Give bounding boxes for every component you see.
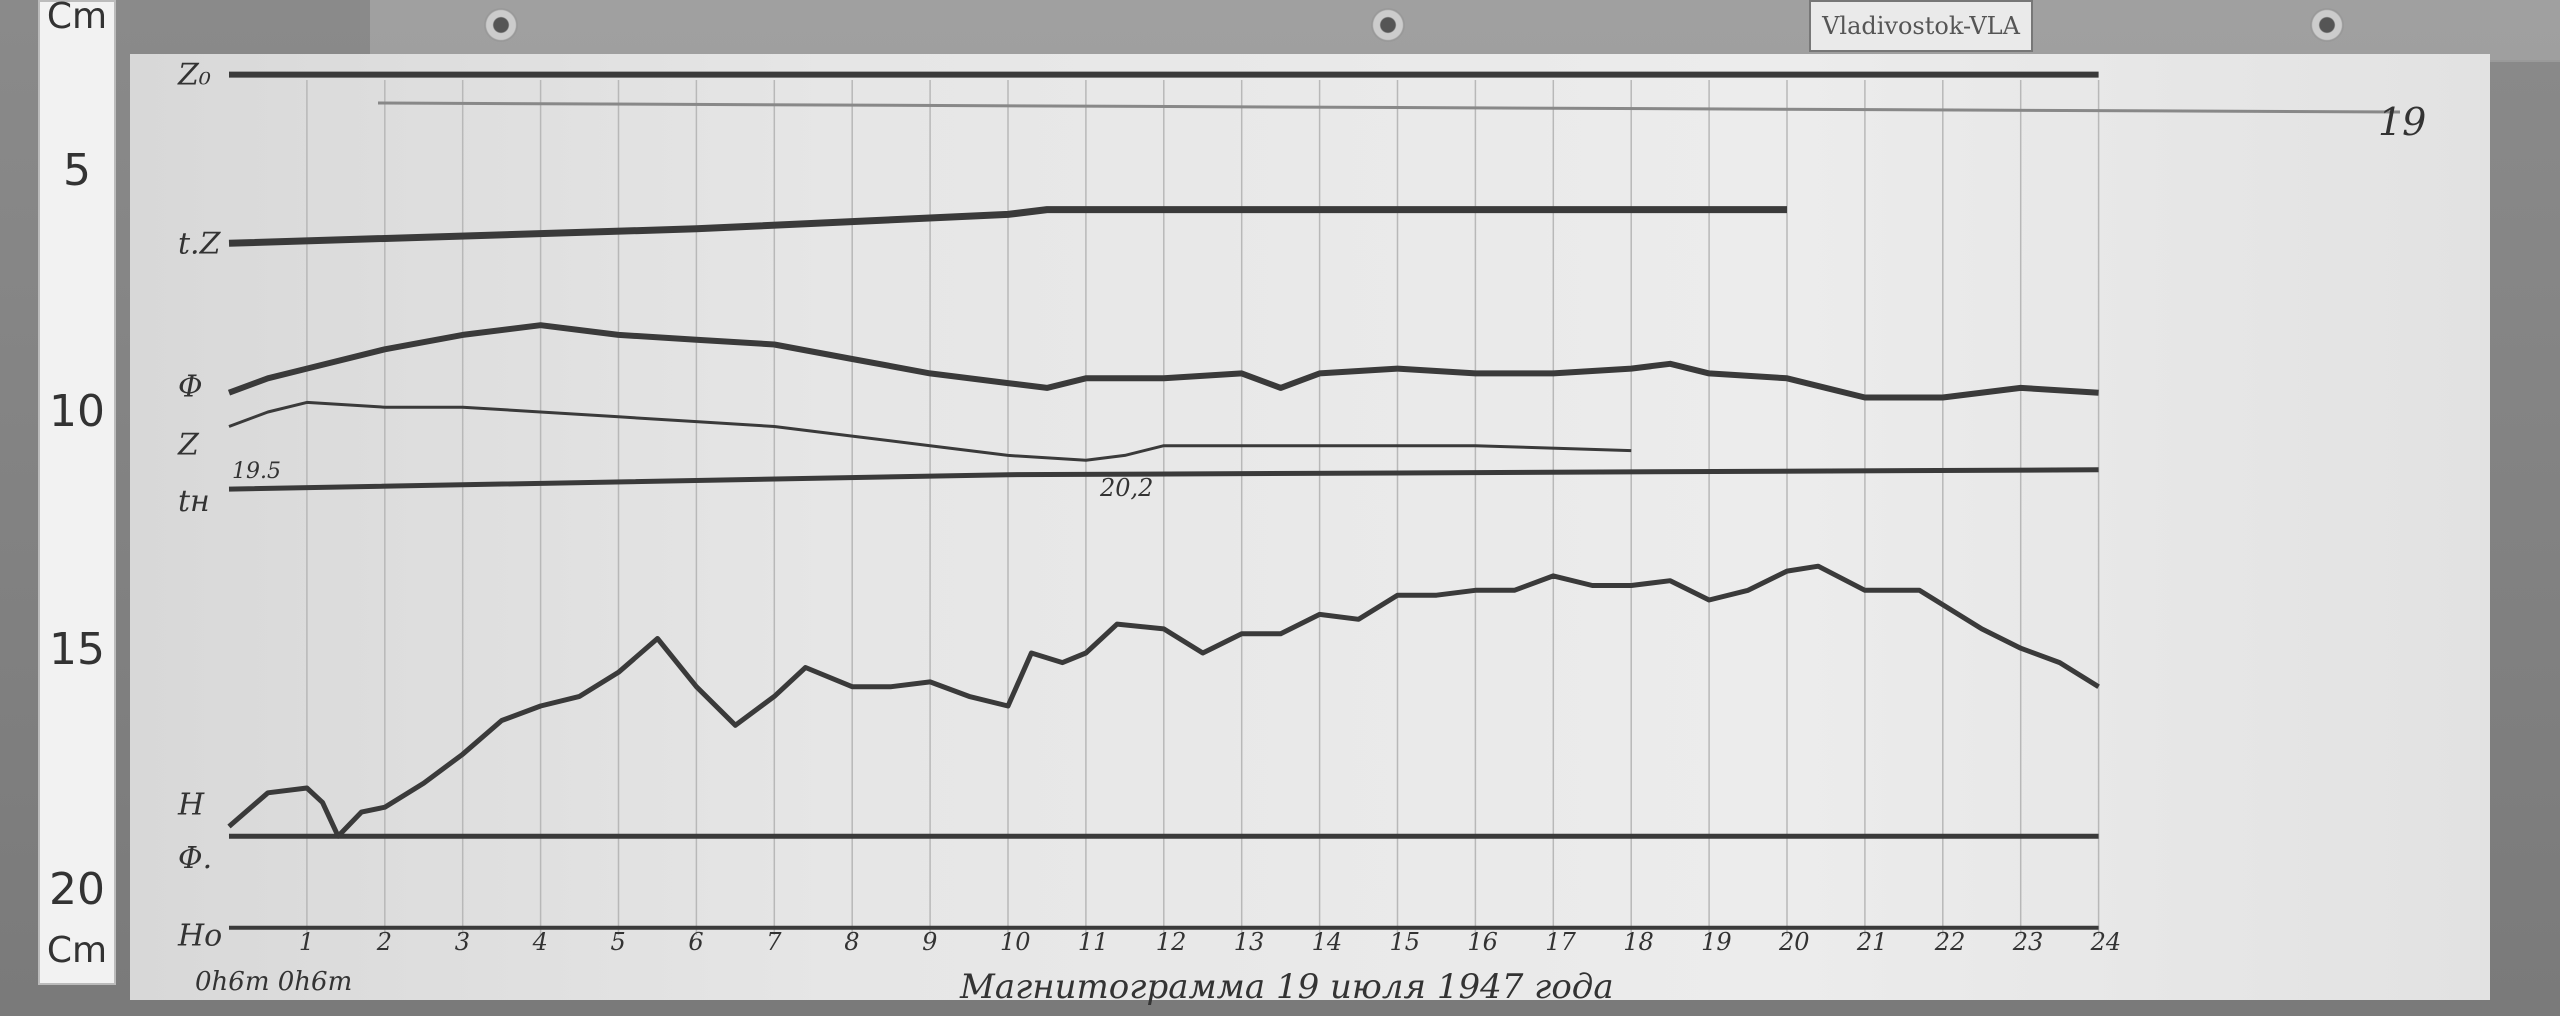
- hour-tick-label: 14: [1312, 928, 1343, 956]
- caption: Магнитограмма 19 июля 1947 года: [959, 967, 1614, 1007]
- screw-icon: [2310, 8, 2344, 42]
- ruler-mark: 15: [49, 624, 105, 675]
- trace-t.Z: [228, 206, 1787, 247]
- ruler-unit-top: Cm: [46, 0, 108, 37]
- time-mark-label: 0h6m 0h6m: [195, 967, 352, 997]
- annotation-tu-mid: 20,2: [1099, 474, 1153, 502]
- hour-tick-label: 23: [2012, 928, 2044, 956]
- screw-icon: [484, 8, 518, 42]
- trace-label: Z: [177, 427, 200, 462]
- hour-tick-label: 16: [1467, 928, 1498, 956]
- hour-tick-label: 4: [532, 928, 548, 956]
- hour-tick-label: 1: [299, 928, 314, 956]
- hour-tick-label: 10: [1000, 928, 1031, 956]
- hour-tick-label: 2: [376, 928, 392, 956]
- hour-tick-label: 11: [1078, 928, 1109, 956]
- station-label: Vladivostok-VLA: [1809, 0, 2033, 52]
- hour-tick-label: 3: [455, 928, 470, 956]
- paper-fold-line: [377, 101, 2401, 114]
- trace-label: t.Z: [178, 226, 222, 261]
- trace-Z: [228, 400, 1632, 462]
- hour-tick-label: 18: [1623, 928, 1654, 956]
- hour-tick-label: 7: [766, 928, 782, 956]
- ruler-mark: 5: [63, 145, 91, 196]
- hour-tick-label: 12: [1156, 928, 1187, 956]
- hour-tick-label: 13: [1234, 928, 1265, 956]
- cm-ruler: Cm 5 10 15 20 Cm: [38, 0, 116, 985]
- ruler-unit-bottom: Cm: [46, 930, 108, 971]
- hour-tick-label: 17: [1545, 928, 1576, 956]
- trace-label: Φ.: [178, 841, 212, 876]
- hour-tick-label: 24: [2090, 928, 2122, 956]
- hour-tick-label: 15: [1390, 928, 1421, 956]
- hour-tick-label: 21: [1856, 928, 1888, 956]
- ruler-mark: 20: [49, 864, 105, 915]
- hour-tick-label: 5: [611, 928, 626, 956]
- hour-tick-label: 19: [1701, 928, 1732, 956]
- trace-Φ: [227, 322, 2099, 401]
- ruler-mark: 10: [49, 386, 105, 437]
- trace-tн: [228, 467, 2099, 492]
- annotation-tu-start: 19.5: [232, 459, 281, 484]
- trace-H: [227, 563, 2100, 839]
- hour-tick-label: 20: [1778, 928, 1810, 956]
- sheet-number: 19: [2378, 100, 2426, 144]
- screw-icon: [1371, 8, 1405, 42]
- hour-tick-label: 8: [844, 928, 859, 956]
- trace-label: H: [177, 788, 205, 823]
- hour-tick-label: 6: [688, 928, 703, 956]
- trace-label: Φ: [178, 370, 203, 405]
- trace-label: tн: [178, 484, 210, 519]
- trace-label: Hо: [177, 919, 222, 954]
- trace-label: Z₀: [177, 58, 211, 93]
- hour-tick-label: 9: [922, 928, 937, 956]
- hour-tick-label: 22: [1934, 928, 1966, 956]
